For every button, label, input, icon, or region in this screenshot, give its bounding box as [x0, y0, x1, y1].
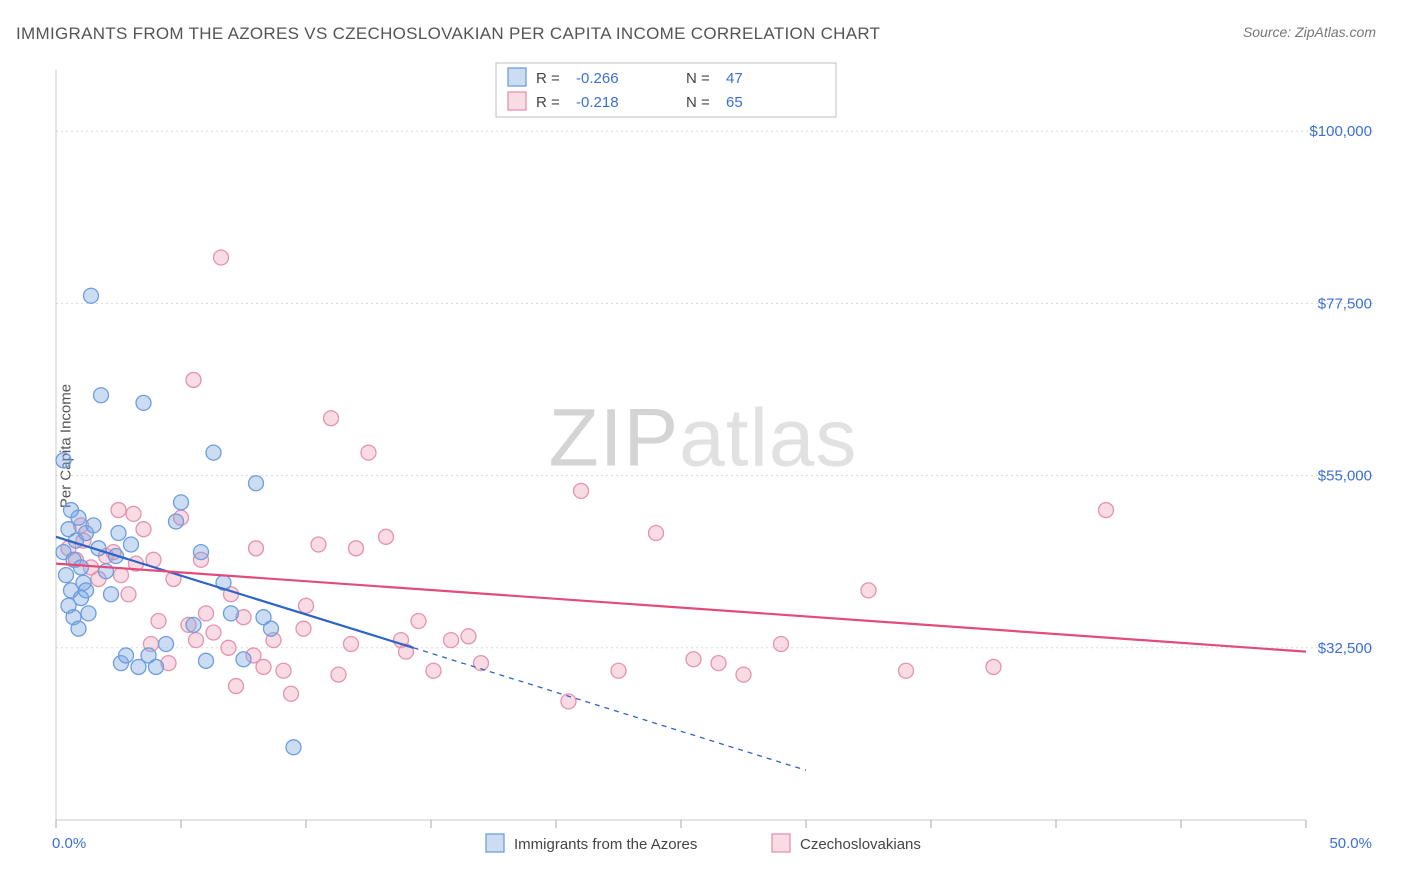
scatter-point-czech — [686, 652, 701, 667]
scatter-point-azores — [104, 587, 119, 602]
scatter-point-czech — [574, 483, 589, 498]
scatter-point-azores — [74, 560, 89, 575]
scatter-point-czech — [136, 522, 151, 537]
scatter-point-czech — [276, 663, 291, 678]
scatter-point-azores — [71, 621, 86, 636]
chart-title: IMMIGRANTS FROM THE AZORES VS CZECHOSLOV… — [16, 24, 880, 44]
scatter-point-czech — [736, 667, 751, 682]
bottom-legend-label-czech: Czechoslovakians — [800, 836, 921, 853]
scatter-point-azores — [59, 568, 74, 583]
scatter-point-czech — [114, 568, 129, 583]
scatter-plot: $32,500 $55,000 $77,500 $100,000 R = -0.266 N … — [46, 60, 1376, 830]
scatter-point-czech — [221, 640, 236, 655]
legend-n-value: 65 — [726, 94, 743, 111]
source-label: Source: ZipAtlas.com — [1243, 24, 1376, 40]
scatter-point-azores — [194, 545, 209, 560]
scatter-point-azores — [236, 652, 251, 667]
scatter-point-czech — [189, 633, 204, 648]
scatter-point-czech — [774, 636, 789, 651]
trend-extension-azores — [414, 648, 807, 770]
scatter-point-czech — [1099, 503, 1114, 518]
scatter-point-czech — [199, 606, 214, 621]
scatter-point-azores — [84, 288, 99, 303]
y-tick-label: $100,000 — [1309, 123, 1372, 140]
scatter-point-czech — [256, 659, 271, 674]
scatter-point-czech — [296, 621, 311, 636]
scatter-point-azores — [86, 518, 101, 533]
scatter-point-czech — [214, 250, 229, 265]
scatter-point-czech — [344, 636, 359, 651]
scatter-point-azores — [119, 648, 134, 663]
scatter-point-azores — [81, 606, 96, 621]
scatter-point-azores — [199, 653, 214, 668]
scatter-point-czech — [284, 686, 299, 701]
scatter-point-czech — [379, 529, 394, 544]
scatter-point-czech — [331, 667, 346, 682]
scatter-point-czech — [229, 679, 244, 694]
scatter-point-czech — [249, 541, 264, 556]
scatter-point-azores — [124, 537, 139, 552]
scatter-point-azores — [159, 636, 174, 651]
legend-r-label: R = — [536, 94, 560, 111]
scatter-point-czech — [411, 614, 426, 629]
scatter-point-czech — [611, 663, 626, 678]
scatter-point-azores — [149, 659, 164, 674]
scatter-point-azores — [136, 395, 151, 410]
trend-line-czech — [56, 564, 1306, 652]
scatter-point-czech — [121, 587, 136, 602]
scatter-point-czech — [986, 659, 1001, 674]
scatter-point-czech — [426, 663, 441, 678]
scatter-point-czech — [361, 445, 376, 460]
scatter-point-azores — [264, 621, 279, 636]
legend-n-label: N = — [686, 70, 710, 87]
scatter-point-azores — [186, 617, 201, 632]
scatter-point-czech — [444, 633, 459, 648]
scatter-point-azores — [111, 526, 126, 541]
bottom-legend-swatch-czech — [772, 834, 790, 852]
scatter-point-czech — [324, 411, 339, 426]
y-tick-label: $32,500 — [1318, 640, 1372, 657]
plot-svg: $32,500 $55,000 $77,500 $100,000 R = -0.266 N … — [46, 60, 1376, 830]
scatter-point-czech — [111, 503, 126, 518]
y-tick-label: $77,500 — [1318, 295, 1372, 312]
scatter-point-czech — [899, 663, 914, 678]
scatter-point-azores — [94, 388, 109, 403]
x-min-label: 0.0% — [52, 835, 86, 852]
scatter-point-czech — [299, 598, 314, 613]
scatter-point-czech — [151, 614, 166, 629]
scatter-point-azores — [79, 583, 94, 598]
scatter-point-azores — [206, 445, 221, 460]
scatter-point-czech — [649, 526, 664, 541]
scatter-point-czech — [126, 506, 141, 521]
legend-r-label: R = — [536, 70, 560, 87]
scatter-point-azores — [249, 476, 264, 491]
bottom-legend-label-azores: Immigrants from the Azores — [514, 836, 697, 853]
scatter-point-czech — [861, 583, 876, 598]
legend-swatch-azores — [508, 68, 526, 86]
bottom-legend-swatch-azores — [486, 834, 504, 852]
scatter-point-azores — [174, 495, 189, 510]
scatter-point-azores — [169, 514, 184, 529]
scatter-point-czech — [311, 537, 326, 552]
legend-n-value: 47 — [726, 70, 743, 87]
scatter-point-czech — [349, 541, 364, 556]
legend-swatch-czech — [508, 92, 526, 110]
y-tick-label: $55,000 — [1318, 468, 1372, 485]
scatter-point-czech — [711, 656, 726, 671]
scatter-point-czech — [186, 372, 201, 387]
scatter-point-azores — [286, 740, 301, 755]
scatter-point-azores — [64, 503, 79, 518]
scatter-point-azores — [56, 453, 71, 468]
legend-r-value: -0.266 — [576, 70, 619, 87]
legend-r-value: -0.218 — [576, 94, 619, 111]
scatter-point-czech — [461, 629, 476, 644]
scatter-point-azores — [224, 606, 239, 621]
x-max-label: 50.0% — [1329, 835, 1372, 852]
legend-n-label: N = — [686, 94, 710, 111]
scatter-point-czech — [206, 625, 221, 640]
